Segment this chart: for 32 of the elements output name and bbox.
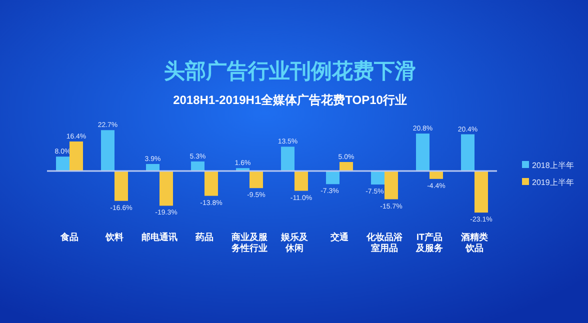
bar <box>56 156 70 171</box>
bar <box>101 130 114 171</box>
bar <box>474 171 488 213</box>
x-tick-label: 酒精类饮品 <box>460 232 488 253</box>
bar <box>250 171 263 188</box>
x-tick-label: 药品 <box>194 232 214 242</box>
x-tick-label: 饮料 <box>104 232 124 242</box>
legend-label: 2019上半年 <box>532 178 574 187</box>
bar <box>416 134 430 171</box>
bar <box>146 164 160 171</box>
x-tick-label: IT产品及服务 <box>415 232 443 253</box>
x-tick-label: 娱乐及休闲 <box>280 232 309 253</box>
bar <box>294 171 308 191</box>
bar <box>340 162 353 171</box>
chart-title: 头部广告行业刊例花费下滑 <box>164 59 416 83</box>
x-tick-label: 商业及服务性行业 <box>230 232 268 253</box>
x-tick-label: 邮电通讯 <box>142 232 178 242</box>
bar <box>281 146 294 171</box>
bar <box>326 171 340 184</box>
bar <box>384 171 398 200</box>
bar <box>114 171 128 201</box>
x-tick-label: 食品 <box>60 232 78 242</box>
bar <box>371 171 384 184</box>
x-tick-label: 化妆品浴室用品 <box>366 232 404 253</box>
chart-subtitle: 2018H1-2019H1全媒体广告花费TOP10行业 <box>173 93 407 107</box>
bar <box>461 134 474 171</box>
bar <box>204 171 218 196</box>
legend-label: 2018上半年 <box>532 161 574 170</box>
bar <box>70 141 83 171</box>
x-tick-label: 交通 <box>330 232 350 242</box>
bar <box>160 171 173 206</box>
bar <box>191 161 204 171</box>
